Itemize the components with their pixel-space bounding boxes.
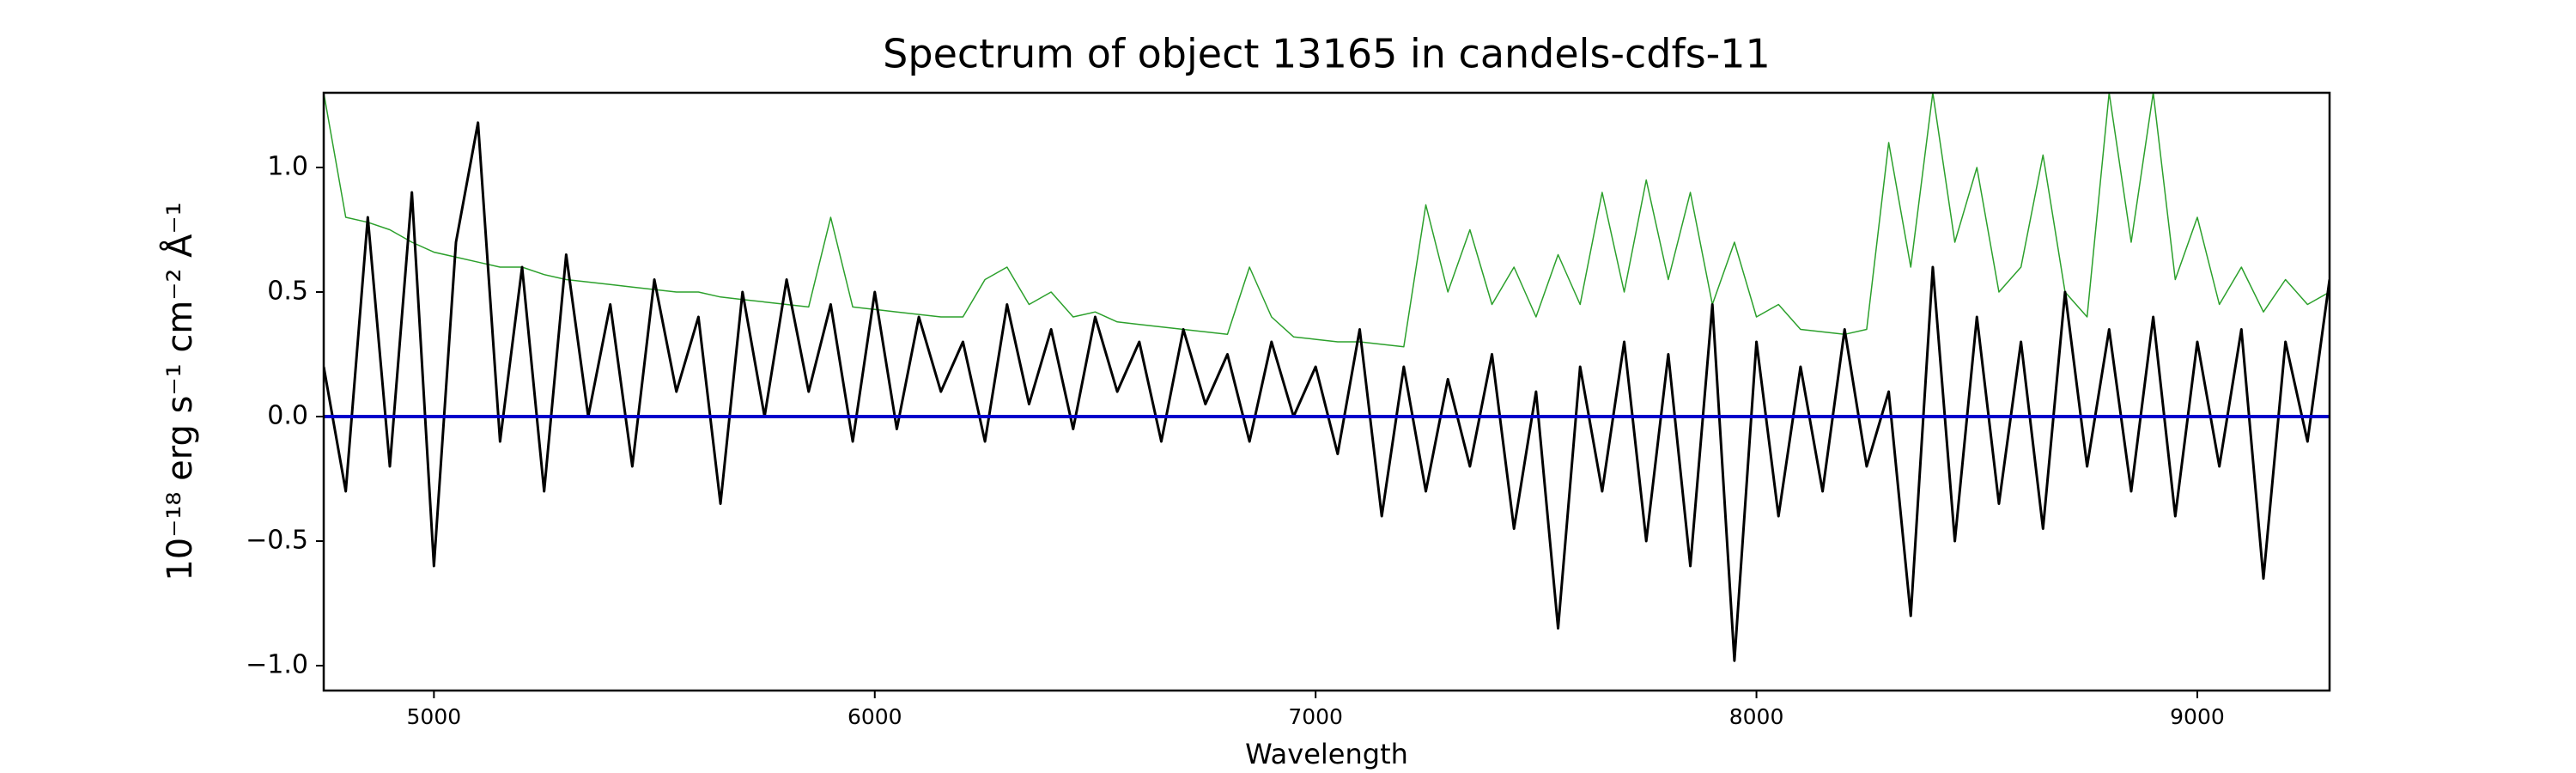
y-tick-label: 1.0 xyxy=(267,152,308,182)
plot-area xyxy=(324,93,2330,662)
x-tick-label: 7000 xyxy=(1288,704,1343,729)
spectrum-line xyxy=(324,93,2330,348)
y-tick-label: 0.0 xyxy=(267,401,308,431)
x-tick-label: 8000 xyxy=(1729,704,1784,729)
y-tick-label: −1.0 xyxy=(246,650,308,680)
x-tick-label: 5000 xyxy=(407,704,462,729)
x-tick-label: 9000 xyxy=(2170,704,2225,729)
y-tick-label: 0.5 xyxy=(267,277,308,307)
x-tick-label: 6000 xyxy=(848,704,902,729)
chart-title: Spectrum of object 13165 in candels-cdfs… xyxy=(883,31,1771,77)
axes-frame xyxy=(322,91,2331,692)
y-axis-label: 10⁻¹⁸ erg s⁻¹ cm⁻² Å⁻¹ xyxy=(159,202,200,581)
spectrum-line xyxy=(324,121,2330,662)
x-axis-label: Wavelength xyxy=(1245,738,1408,770)
y-tick-label: −0.5 xyxy=(246,526,308,556)
